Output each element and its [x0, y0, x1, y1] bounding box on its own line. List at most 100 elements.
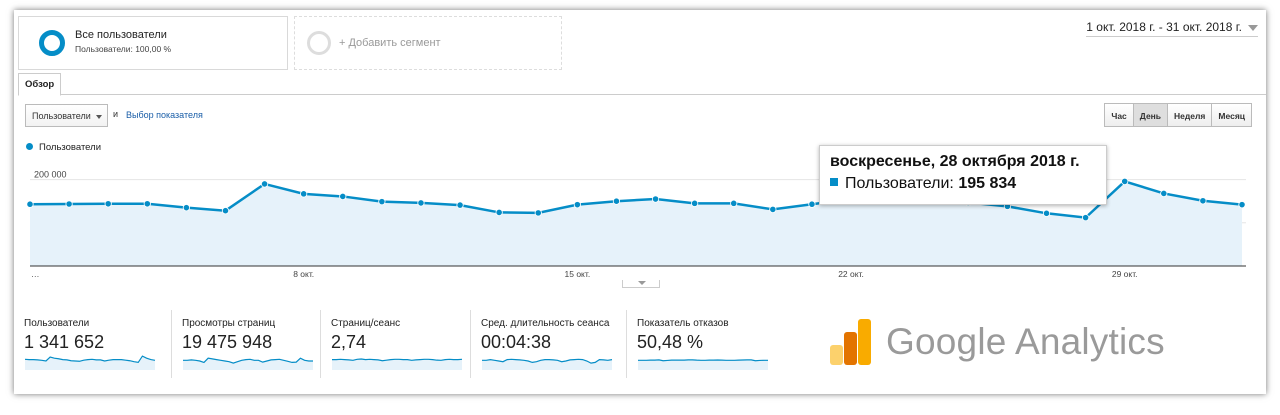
metric-select-value: Пользователи: [32, 111, 91, 121]
data-point: [612, 197, 621, 205]
chevron-down-icon: [1248, 24, 1258, 31]
scorecard-sparkline: [482, 358, 613, 370]
x-tick-label: 29 окт.: [1112, 269, 1138, 279]
scorecard[interactable]: Пользователи 1 341 652: [14, 310, 164, 378]
add-segment-button[interactable]: + Добавить сегмент: [294, 16, 562, 70]
data-point: [378, 198, 386, 206]
scorecard[interactable]: Страниц/сеанс 2,74: [320, 310, 464, 378]
x-tick-label: 15 окт.: [565, 269, 591, 279]
segment-subtitle: Пользователи: 100,00 %: [75, 44, 172, 54]
logo-bar: [844, 332, 857, 365]
data-point: [1082, 214, 1090, 222]
granularity-month-button[interactable]: Месяц: [1212, 104, 1251, 126]
scorecard[interactable]: Просмотры страниц 19 475 948: [171, 310, 313, 378]
scorecard-label: Просмотры страниц: [182, 318, 276, 329]
data-point: [573, 201, 581, 209]
sparkline-area: [482, 359, 612, 370]
metric-select[interactable]: Пользователи: [25, 104, 108, 127]
tooltip-series-label: Пользователи:: [845, 175, 954, 192]
google-analytics-logo: Google Analytics: [830, 315, 1165, 375]
tooltip-series-square-icon: [830, 178, 838, 186]
data-point: [730, 199, 738, 207]
data-point: [143, 200, 151, 208]
data-point: [456, 201, 464, 209]
data-point: [26, 200, 34, 208]
data-point: [1121, 177, 1129, 185]
data-point: [1199, 197, 1207, 205]
sparkline-line: [482, 358, 613, 364]
scorecard-sparkline: [638, 359, 768, 370]
legend-dot-icon: [26, 143, 33, 150]
granularity-week-button[interactable]: Неделя: [1168, 104, 1213, 126]
scorecard-label: Страниц/сеанс: [331, 318, 401, 329]
data-point: [1238, 201, 1246, 209]
scorecard-value: 1 341 652: [24, 332, 105, 352]
analytics-panel: Все пользователи Пользователи: 100,00 % …: [14, 10, 1266, 394]
logo-bar: [830, 345, 843, 365]
chevron-down-icon: [96, 115, 102, 119]
tooltip-date: воскресенье, 28 октября 2018 г.: [830, 153, 1080, 170]
sparkline-line: [332, 358, 463, 362]
data-point: [300, 190, 308, 198]
sparkline-line: [183, 357, 313, 364]
segment-ring-icon: [39, 30, 65, 56]
segment-title: Все пользователи: [75, 29, 167, 41]
data-point: [808, 200, 816, 208]
data-point: [651, 195, 660, 203]
granularity-hour-button[interactable]: Час: [1105, 104, 1134, 126]
and-label: и: [113, 109, 119, 119]
data-point: [769, 205, 777, 214]
scorecard-sparkline: [24, 355, 156, 370]
tab-overview[interactable]: Обзор: [18, 73, 62, 96]
x-tick-label: 8 окт.: [293, 269, 314, 279]
scorecard-sparkline: [332, 358, 463, 370]
data-point: [417, 199, 425, 207]
date-range-label: 1 окт. 2018 г. - 31 окт. 2018 г.: [1086, 20, 1242, 34]
data-point: [339, 192, 347, 201]
tooltip-value: 195 834: [958, 175, 1017, 192]
data-point: [104, 200, 112, 208]
scorecard-label: Сред. длительность сеанса: [481, 318, 610, 329]
data-point: [1042, 209, 1051, 217]
chart-collapse-handle[interactable]: [622, 280, 660, 288]
data-point: [182, 204, 190, 212]
x-tick-label: 22 окт.: [838, 269, 864, 279]
logo-text: Google Analytics: [886, 321, 1165, 362]
segment-all-users[interactable]: Все пользователи Пользователи: 100,00 %: [18, 16, 288, 70]
pick-metric-link[interactable]: Выбор показателя: [126, 110, 203, 120]
scorecard-value: 50,48 %: [637, 332, 704, 352]
date-range-picker[interactable]: 1 окт. 2018 г. - 31 окт. 2018 г.: [1086, 20, 1258, 37]
tab-bar: Обзор: [18, 73, 1266, 96]
y-tick-label: 200 000: [34, 170, 67, 180]
data-point: [1160, 189, 1168, 198]
granularity-day-button[interactable]: День: [1133, 104, 1169, 126]
x-tick-label: …: [31, 269, 40, 279]
scorecard-label: Показатель отказов: [637, 318, 729, 329]
sparkline-area: [25, 356, 155, 370]
scorecard[interactable]: Сред. длительность сеанса 00:04:38: [470, 310, 620, 378]
scorecard-value: 2,74: [331, 332, 367, 352]
scorecard-value: 19 475 948: [182, 332, 273, 352]
series-line: [29, 179, 1243, 219]
sparkline-area: [638, 359, 768, 370]
scorecard-sparkline: [183, 357, 313, 370]
scorecard-label: Пользователи: [24, 318, 90, 329]
data-point: [260, 180, 269, 188]
data-point: [534, 209, 542, 217]
sparkline-line: [24, 355, 156, 364]
chart-tooltip: воскресенье, 28 октября 2018 г. Пользова…: [819, 145, 1107, 205]
logo-bar: [858, 319, 871, 365]
empty-segment-icon: [307, 31, 331, 55]
chart-legend: Пользователи: [26, 142, 101, 153]
add-segment-label: + Добавить сегмент: [339, 37, 441, 49]
data-point: [691, 199, 699, 207]
data-point: [65, 200, 73, 208]
scorecard[interactable]: Показатель отказов 50,48 %: [626, 310, 776, 378]
granularity-switch: Час День Неделя Месяц: [1104, 103, 1252, 127]
scorecard-value: 00:04:38: [481, 332, 552, 352]
sparkline-area: [332, 359, 462, 370]
analytics-bars-icon: [830, 319, 871, 365]
data-point: [221, 207, 230, 215]
sparkline-line: [638, 359, 768, 362]
sparkline-area: [183, 358, 313, 370]
